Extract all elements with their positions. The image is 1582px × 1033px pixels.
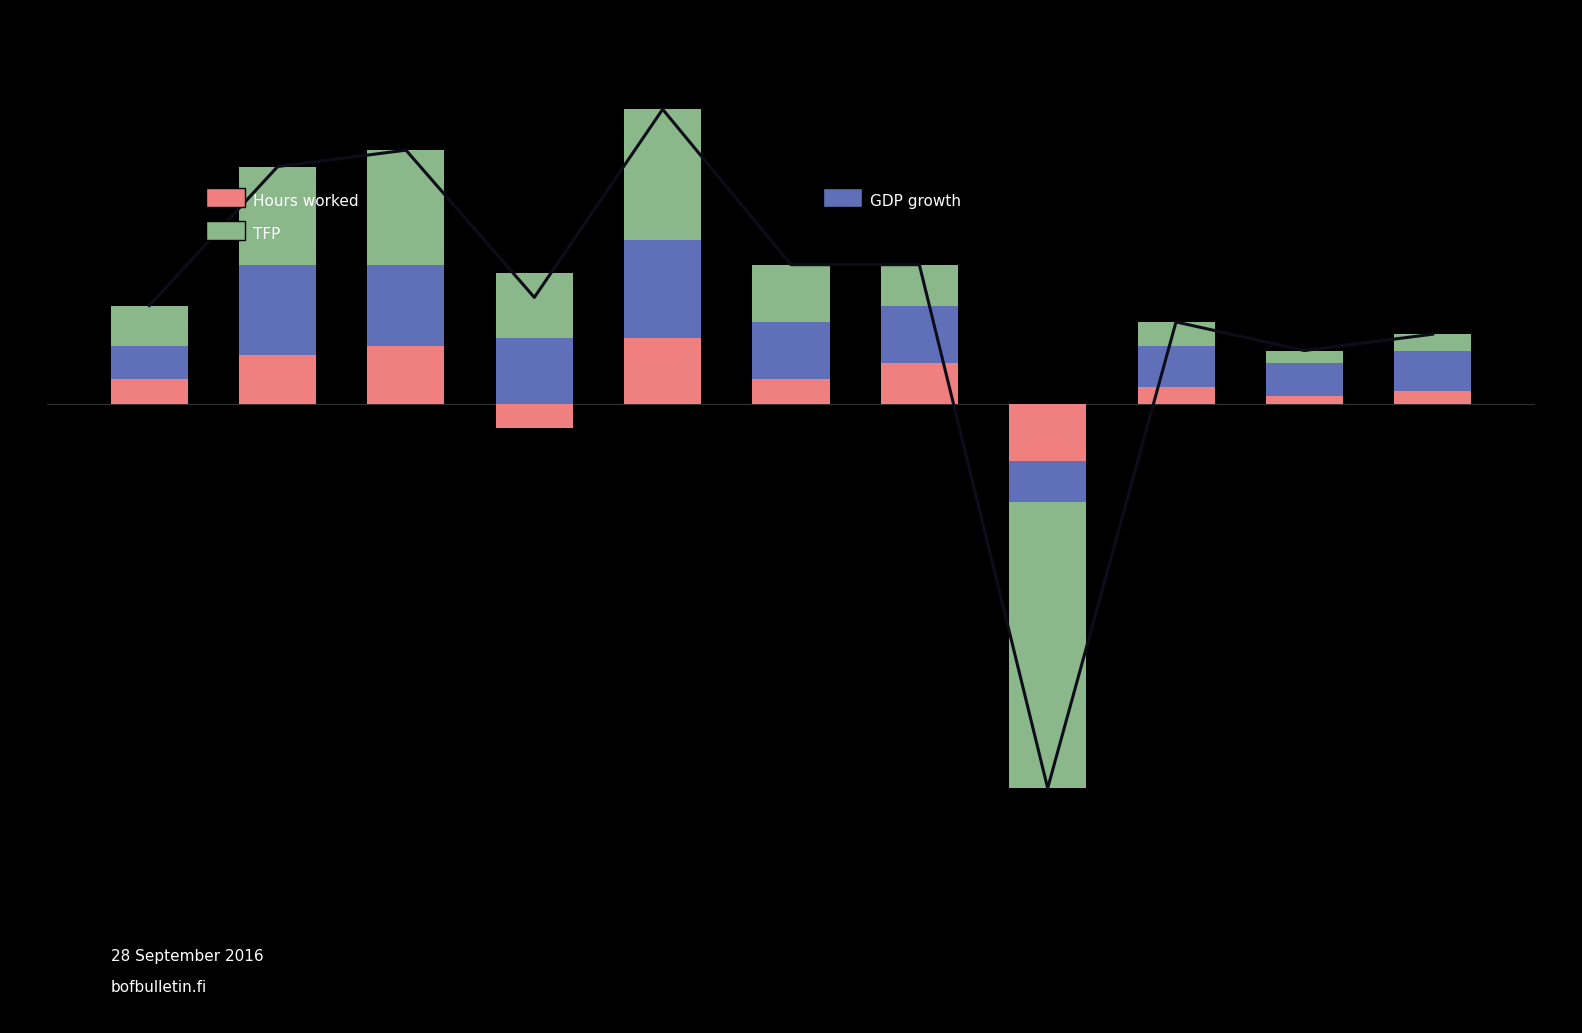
Bar (753, 322, 829, 379)
Bar (881, 264, 957, 306)
Text: 28 September 2016: 28 September 2016 (111, 948, 263, 964)
Bar (1137, 346, 1215, 387)
Text: Hours worked: Hours worked (253, 194, 359, 209)
Bar (1137, 322, 1215, 346)
Bar (367, 346, 445, 404)
Bar (753, 264, 829, 322)
Bar (1394, 350, 1471, 392)
Bar (1009, 461, 1087, 502)
Bar (1266, 350, 1343, 363)
Bar (111, 306, 188, 346)
Bar (239, 264, 316, 354)
Bar (625, 338, 701, 404)
Bar (495, 404, 573, 429)
Bar (881, 363, 957, 404)
Bar (625, 109, 701, 240)
Bar (495, 338, 573, 404)
Bar (495, 273, 573, 338)
Bar (111, 346, 188, 379)
Bar (1009, 404, 1087, 461)
Bar (753, 379, 829, 404)
Bar (1009, 502, 1087, 788)
Bar (239, 166, 316, 264)
Bar (881, 306, 957, 363)
Bar (1266, 363, 1343, 396)
Bar (239, 354, 316, 404)
Bar (1394, 335, 1471, 350)
Bar (111, 379, 188, 404)
Text: TFP: TFP (253, 227, 280, 242)
Bar (1137, 387, 1215, 404)
Bar (367, 150, 445, 264)
Bar (1394, 392, 1471, 404)
Text: GDP growth: GDP growth (870, 194, 962, 209)
Text: bofbulletin.fi: bofbulletin.fi (111, 979, 207, 995)
Bar (367, 264, 445, 346)
Bar (1266, 396, 1343, 404)
Bar (625, 240, 701, 338)
